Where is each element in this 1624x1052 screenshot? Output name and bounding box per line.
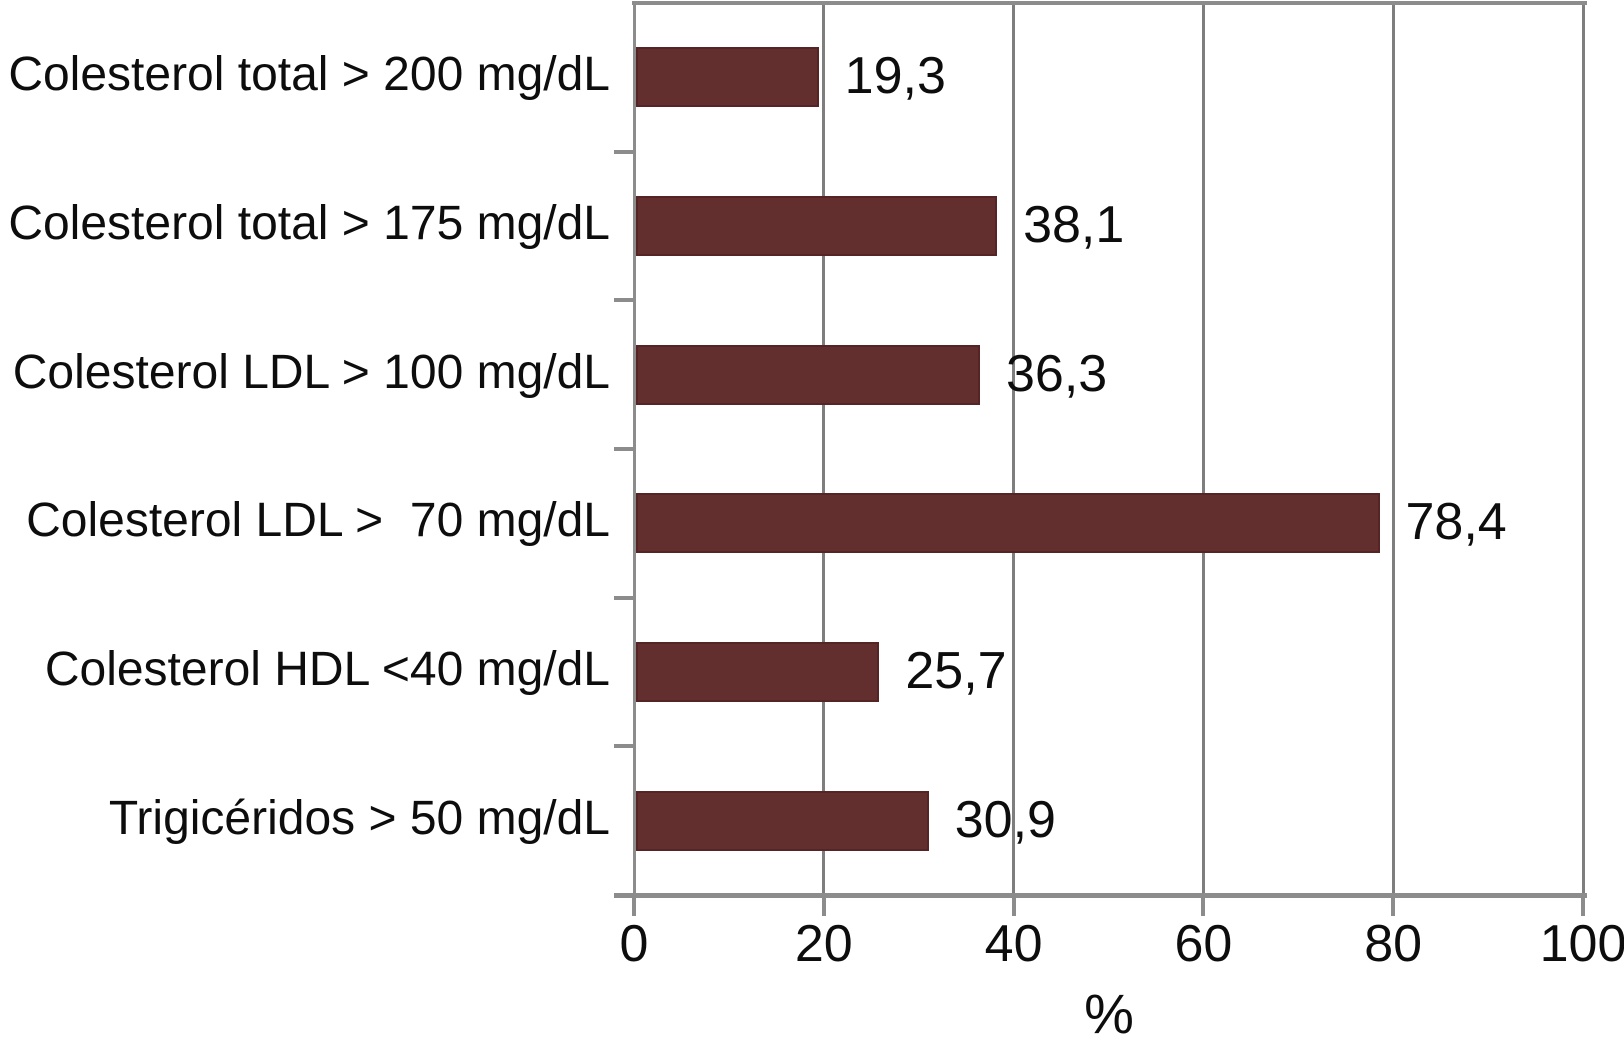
bar <box>635 196 998 256</box>
plot-border-top <box>632 1 1587 5</box>
y-axis-tick <box>614 744 634 749</box>
value-label: 19,3 <box>844 47 946 106</box>
bar <box>635 493 1380 554</box>
y-axis-tick <box>614 149 634 154</box>
x-axis-tick <box>1581 893 1585 916</box>
y-axis-tick <box>614 447 634 451</box>
category-label: Colesterol total > 175 mg/dL <box>8 197 610 251</box>
y-axis-tick <box>614 298 634 303</box>
category-label: Colesterol total > 200 mg/dL <box>8 48 610 102</box>
x-axis-line <box>614 893 1587 898</box>
y-axis-line <box>632 3 636 915</box>
x-axis-tick <box>821 893 826 916</box>
x-axis-tick <box>632 893 636 916</box>
gridline <box>1201 3 1205 893</box>
x-tick-label: 40 <box>984 915 1043 973</box>
category-label: Trigicéridos > 50 mg/dL <box>108 791 610 845</box>
x-tick-label: 20 <box>794 915 853 973</box>
x-axis-tick <box>1391 893 1396 916</box>
bar <box>635 642 880 702</box>
x-axis-tick <box>1011 893 1016 916</box>
gridline <box>1581 3 1585 893</box>
value-label: 30,9 <box>954 790 1056 849</box>
x-axis-title: % <box>1084 982 1134 1045</box>
x-tick-label: 0 <box>619 915 649 973</box>
x-tick-label: 80 <box>1364 915 1423 973</box>
y-axis-tick <box>614 595 634 600</box>
x-tick-label: 100 <box>1539 915 1624 973</box>
x-tick-label: 60 <box>1174 915 1233 973</box>
bar <box>635 344 980 405</box>
category-label: Colesterol HDL <40 mg/dL <box>44 643 610 697</box>
value-label: 78,4 <box>1405 493 1507 552</box>
value-label: 25,7 <box>905 641 1007 700</box>
gridline <box>1391 3 1395 893</box>
bar <box>635 47 819 108</box>
gridline <box>1012 3 1016 893</box>
value-label: 36,3 <box>1005 344 1108 403</box>
value-label: 38,1 <box>1023 195 1125 254</box>
category-label: Colesterol LDL > 70 mg/dL <box>26 494 610 548</box>
gridline <box>822 3 826 893</box>
category-label: Colesterol LDL > 100 mg/dL <box>12 345 610 399</box>
x-axis-tick <box>1201 893 1206 916</box>
bar <box>635 790 929 851</box>
